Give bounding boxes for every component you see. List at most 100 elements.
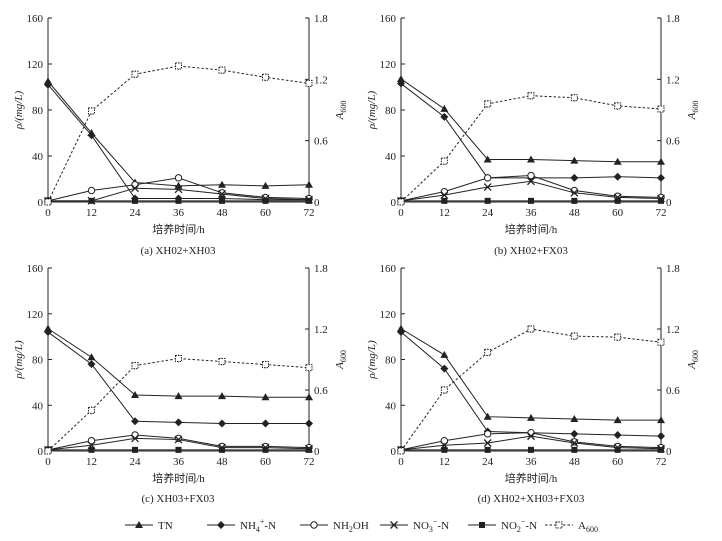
- data-point-tn: [440, 350, 449, 358]
- data-point-nh2oh: [483, 174, 492, 182]
- data-point-nh4-n: [218, 419, 226, 428]
- x-tick-label: 36: [173, 456, 185, 468]
- legend-label: NO3−-N: [413, 517, 449, 534]
- y-tick-label: 0: [391, 446, 397, 458]
- y2-tick-label: 1.8: [314, 263, 328, 275]
- panel-caption: (a) XH02+XH03: [141, 245, 216, 257]
- data-point-nh2oh: [440, 187, 449, 196]
- data-point-a600: [262, 73, 269, 81]
- y-tick-label: 80: [32, 105, 44, 117]
- data-point-tn: [657, 157, 665, 165]
- y2-tick-label: 0: [314, 446, 320, 458]
- data-point-nh4-n: [261, 419, 270, 428]
- y-tick-label: 40: [32, 400, 44, 412]
- data-point-tn: [174, 392, 183, 400]
- data-point-no2-n: [175, 446, 182, 453]
- x-tick-label: 48: [569, 456, 581, 468]
- legend-label: A600: [578, 520, 598, 534]
- data-point-nh4-n: [87, 360, 96, 369]
- legend-marker: [310, 521, 318, 529]
- data-point-no2-n: [441, 446, 448, 453]
- data-point-a600: [44, 198, 52, 206]
- y-axis-label: ρ/(mg/L): [13, 340, 25, 380]
- y-tick-label: 0: [38, 197, 44, 209]
- y2-tick-label: 1.8: [314, 13, 328, 25]
- y2-tick-label: 1.2: [666, 74, 680, 86]
- legend-item-nh4-n: NH4+-N: [207, 517, 276, 534]
- y2-tick-label: 0: [314, 197, 320, 209]
- data-point-a600: [175, 354, 182, 362]
- legend-marker: [390, 521, 398, 529]
- x-tick-label: 60: [260, 207, 272, 219]
- chart-panel-1: 0 12 24 36 48 60 720408012016000.61.21.8培养时间/h…: [13, 13, 348, 257]
- data-point-nh2oh: [131, 431, 139, 439]
- data-point-no2-n: [571, 446, 578, 453]
- legend-item-no3-n: NO3−-N: [380, 517, 449, 534]
- y2-tick-label: 0.6: [666, 136, 680, 148]
- y2-tick-label: 0.6: [666, 385, 680, 397]
- y-tick-label: 40: [385, 151, 397, 163]
- data-point-no2-n: [132, 197, 138, 204]
- x-tick-label: 36: [526, 456, 538, 468]
- data-point-no2-n: [571, 197, 578, 204]
- y2-tick-label: 0: [666, 197, 672, 209]
- y2-tick-label: 0.6: [314, 136, 328, 148]
- x-tick-label: 72: [304, 207, 315, 219]
- data-point-no2-n: [175, 197, 182, 204]
- x-tick-label: 12: [439, 207, 450, 219]
- data-point-no2-n: [219, 197, 225, 204]
- data-point-a600: [88, 406, 95, 414]
- x-tick-label: 12: [439, 456, 450, 468]
- y-tick-label: 80: [32, 355, 44, 367]
- chart-panel-3: 0 12 24 36 48 60 720408012016000.61.21.8培养时间/h…: [13, 263, 348, 505]
- x-tick-label: 24: [482, 207, 494, 219]
- y-tick-label: 40: [32, 151, 44, 163]
- x-axis-label: 培养时间/h: [152, 222, 205, 236]
- legend-marker: [555, 521, 563, 529]
- data-point-no3-n: [174, 435, 183, 444]
- panel-caption: (d) XH02+XH03+FX03: [478, 493, 585, 505]
- data-point-tn: [483, 412, 492, 420]
- data-point-no3-n: [174, 185, 183, 194]
- data-point-a600: [440, 157, 448, 165]
- data-point-nh2oh: [570, 438, 579, 446]
- data-point-no3-n: [440, 191, 449, 200]
- data-point-a600: [305, 364, 313, 372]
- y2-tick-label: 0.6: [314, 385, 328, 397]
- data-point-tn: [87, 353, 96, 361]
- legend-item-no2-n: NO2−-N: [468, 517, 537, 534]
- data-point-tn: [261, 181, 270, 189]
- x-tick-label: 12: [86, 207, 97, 219]
- data-point-no3-n: [570, 439, 579, 447]
- series-line-tn: [400, 328, 661, 421]
- data-point-no2-n: [441, 197, 448, 204]
- data-point-a600: [88, 107, 95, 115]
- y2-axis-label: A600: [686, 101, 700, 121]
- data-point-tn: [570, 156, 579, 164]
- data-point-nh2oh: [527, 171, 535, 180]
- data-point-no2-n: [528, 197, 534, 204]
- data-point-a600: [527, 325, 535, 333]
- data-point-a600: [218, 66, 226, 74]
- data-point-no2-n: [484, 446, 491, 453]
- series-no2-n: [398, 197, 664, 204]
- data-point-no2-n: [88, 446, 95, 453]
- data-point-nh2oh: [440, 437, 449, 445]
- y-tick-label: 80: [385, 105, 397, 117]
- x-tick-label: 48: [569, 207, 581, 219]
- data-point-nh4-n: [657, 173, 665, 182]
- y-tick-label: 120: [380, 59, 397, 71]
- data-point-tn: [131, 390, 139, 398]
- x-tick-label: 72: [656, 207, 667, 219]
- legend-label: NH4+-N: [240, 517, 276, 534]
- data-point-nh4-n: [440, 364, 449, 373]
- y-tick-label: 120: [380, 309, 397, 321]
- data-point-no2-n: [219, 446, 225, 453]
- data-point-no3-n: [570, 188, 579, 197]
- series-tn: [44, 77, 313, 189]
- series-a600: [44, 62, 313, 206]
- data-point-nh4-n: [44, 80, 52, 89]
- series-line-tn: [47, 328, 309, 398]
- data-point-a600: [527, 92, 535, 100]
- data-point-no2-n: [306, 197, 312, 204]
